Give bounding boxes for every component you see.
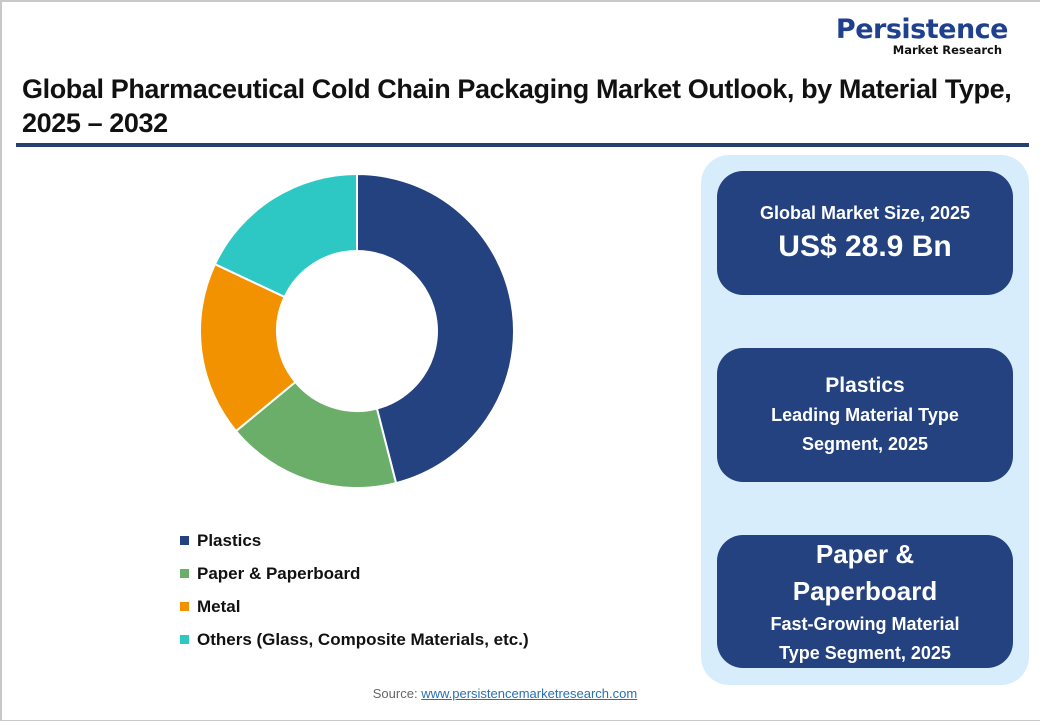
legend-swatch-icon <box>180 635 189 644</box>
chart-title: Global Pharmaceutical Cold Chain Packagi… <box>22 74 1012 138</box>
legend-label: Paper & Paperboard <box>197 563 361 583</box>
market-size-value: US$ 28.9 Bn <box>778 230 952 263</box>
fast-growing-segment-name-2: Paperboard <box>792 575 938 606</box>
donut-chart <box>199 172 515 489</box>
leading-segment-card: Plastics Leading Material Type Segment, … <box>717 348 1013 482</box>
title-divider <box>16 143 1029 147</box>
legend-swatch-icon <box>180 602 189 611</box>
donut-slice-paper <box>234 380 398 489</box>
highlights-panel: Global Market Size, 2025 US$ 28.9 Bn Pla… <box>701 155 1029 685</box>
legend-item-metal: Metal <box>180 590 529 623</box>
legend-item-paper: Paper & Paperboard <box>180 557 529 590</box>
leading-segment-caption-2: Segment, 2025 <box>801 434 929 454</box>
donut-slice-plastics <box>356 172 515 485</box>
market-size-label: Global Market Size, 2025 <box>759 203 971 223</box>
brand-subtitle: Market Research <box>892 43 1002 57</box>
brand-logo: Persistence Market Research <box>818 14 1009 57</box>
donut-slice-others <box>213 172 358 299</box>
leading-segment-caption-1: Leading Material Type <box>771 405 959 425</box>
fast-growing-segment-card: Paper & Paperboard Fast-Growing Material… <box>717 535 1013 668</box>
source-note: Source: www.persistencemarketresearch.co… <box>0 686 1010 701</box>
source-link[interactable]: www.persistencemarketresearch.com <box>421 686 638 701</box>
fast-growing-caption-2: Type Segment, 2025 <box>779 642 951 663</box>
fast-growing-caption-1: Fast-Growing Material <box>770 613 960 634</box>
legend-item-plastics: Plastics <box>180 524 529 557</box>
chart-legend: Plastics Paper & Paperboard Metal Others… <box>180 524 529 656</box>
legend-label: Others (Glass, Composite Materials, etc.… <box>197 629 529 649</box>
legend-swatch-icon <box>180 569 189 578</box>
market-size-card: Global Market Size, 2025 US$ 28.9 Bn <box>717 171 1013 295</box>
legend-label: Metal <box>197 596 241 616</box>
legend-label: Plastics <box>197 530 262 550</box>
donut-slice-metal <box>199 262 297 433</box>
legend-swatch-icon <box>180 536 189 545</box>
brand-name: Persistence <box>835 14 1009 45</box>
fast-growing-segment-name-1: Paper & <box>815 538 915 569</box>
leading-segment-name: Plastics <box>825 374 905 397</box>
source-prefix: Source: <box>372 686 422 701</box>
legend-item-others: Others (Glass, Composite Materials, etc.… <box>180 623 529 656</box>
